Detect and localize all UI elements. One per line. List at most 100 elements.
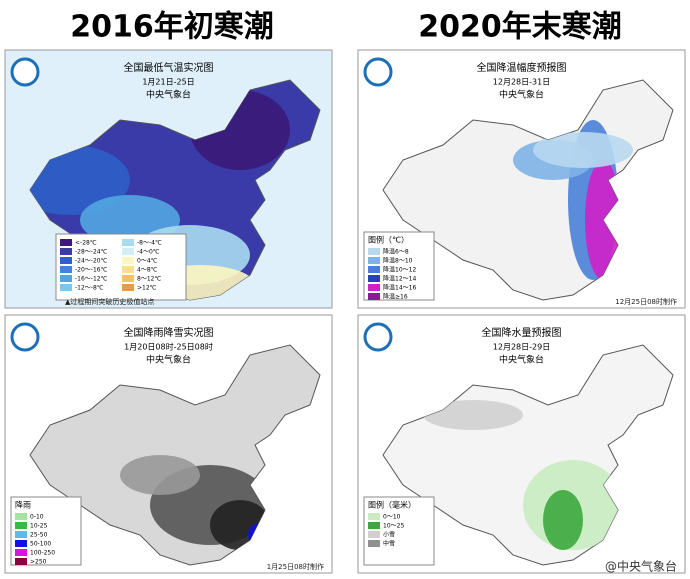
panel-agency: 中央气象台 <box>499 89 544 101</box>
shade-area <box>543 490 583 550</box>
map <box>29 344 321 566</box>
legend-swatch <box>15 522 27 529</box>
legend-label: 0-10 <box>30 514 44 521</box>
panel-agency: 中央气象台 <box>499 354 544 366</box>
legend-swatch <box>122 257 134 264</box>
legend-label: 中雪 <box>383 540 395 548</box>
panel-note: @中央气象台 <box>605 559 677 574</box>
panel-note: 12月25日08时制作 <box>615 297 677 306</box>
legend-box <box>55 233 187 301</box>
legend-swatch <box>60 275 72 282</box>
legend-label: 降温10～12 <box>383 266 416 274</box>
legend-swatch <box>15 549 27 556</box>
legend-label: -16～-12℃ <box>75 276 108 283</box>
shade-area <box>585 160 621 280</box>
legend-swatch <box>368 513 380 520</box>
legend-swatch <box>15 540 27 547</box>
legend-swatch <box>368 540 380 547</box>
legend-swatch <box>60 266 72 273</box>
logo <box>10 322 40 352</box>
legend-label: -12～-8℃ <box>75 285 104 292</box>
legend-swatch <box>368 284 380 291</box>
panel-date: 12月28日-29日 <box>493 343 550 352</box>
map <box>382 344 674 566</box>
legend-swatch <box>122 266 134 273</box>
panel-title: 全国最低气温实况图 <box>124 61 214 74</box>
legend-label: 10～25 <box>383 523 404 530</box>
legend-label: 降温6～8 <box>383 248 409 256</box>
header-right: 2020年末寒潮 <box>418 10 622 45</box>
map <box>382 79 674 301</box>
panel-agency: 中央气象台 <box>146 89 191 101</box>
legend-label: 0～4℃ <box>137 258 158 265</box>
legend-swatch <box>368 522 380 529</box>
panel-title: 全国降水量预报图 <box>482 326 562 339</box>
map-shading <box>423 400 623 550</box>
legend-label: 0～10 <box>383 514 401 521</box>
logo <box>363 57 393 87</box>
legend-swatch <box>368 266 380 273</box>
legend-title: 图例（毫米） <box>368 500 416 510</box>
legend-label: >12℃ <box>137 285 157 292</box>
shade-area <box>533 132 633 168</box>
legend-swatch <box>60 284 72 291</box>
legend-title: 图例（℃） <box>368 235 409 245</box>
legend-label: 50-100 <box>30 541 51 548</box>
header-left: 2016年初寒潮 <box>70 10 274 45</box>
legend-swatch <box>122 248 134 255</box>
shade-area <box>120 455 200 495</box>
legend-label: 100-250 <box>30 550 55 557</box>
legend-title: 降雨 <box>15 500 31 510</box>
legend-label: 降温12～14 <box>383 275 416 283</box>
legend: 降雨 0-10 10-25 25-50 50-100 100-250 >250 <box>10 496 82 566</box>
legend-label: 8～12℃ <box>137 276 161 283</box>
logo <box>363 322 393 352</box>
map-shading <box>513 120 633 280</box>
legend-label: 4～8℃ <box>137 267 158 274</box>
legend-label: -8～-4℃ <box>137 240 162 247</box>
legend-label: 降温8～10 <box>383 257 413 265</box>
legend-swatch <box>15 531 27 538</box>
shade-area <box>423 400 523 430</box>
legend-swatch <box>368 257 380 264</box>
legend-swatch <box>15 558 27 565</box>
legend-label: 25-50 <box>30 532 48 539</box>
panel-agency: 中央气象台 <box>146 354 191 366</box>
panel-title: 全国降温幅度预报图 <box>477 61 567 74</box>
panel-title: 全国降雨降雪实况图 <box>124 326 214 339</box>
logo <box>10 57 40 87</box>
legend-label: -28～-24℃ <box>75 249 108 256</box>
legend-swatch <box>122 284 134 291</box>
legend-label: 降温14～16 <box>383 284 416 292</box>
legend-swatch <box>15 513 27 520</box>
panel-date: 12月28日-31日 <box>493 78 550 87</box>
legend-swatch <box>368 531 380 538</box>
panel-date: 1月20日08时-25日08时 <box>124 342 213 352</box>
legend-swatch <box>60 248 72 255</box>
legend-swatch <box>60 239 72 246</box>
legend-label: 降温≥16 <box>383 293 408 301</box>
legend-swatch <box>122 275 134 282</box>
legend-label: 10-25 <box>30 523 48 530</box>
legend: <-28℃ -28～-24℃ -24～-20℃ -20～-16℃ -16～-12℃ -12… <box>55 233 187 301</box>
legend-label: >250 <box>30 559 47 566</box>
legend-swatch <box>122 239 134 246</box>
legend-label: -24～-20℃ <box>75 258 108 265</box>
panel-note: ▲过程期间突破历史极值站点 <box>65 297 154 306</box>
legend-swatch <box>368 293 380 300</box>
legend: 图例（℃） 降温6～8降温8～10降温10～12降温12～14降温14～16降温≥… <box>363 231 435 301</box>
panel-note: 1月25日08时制作 <box>267 562 324 571</box>
legend-label: 小雪 <box>383 531 395 539</box>
legend-label: <-28℃ <box>75 240 97 247</box>
legend-swatch <box>368 275 380 282</box>
legend-swatch <box>368 248 380 255</box>
legend-label: -4～0℃ <box>137 249 160 256</box>
legend-swatch <box>60 257 72 264</box>
legend-label: -20～-16℃ <box>75 267 108 274</box>
